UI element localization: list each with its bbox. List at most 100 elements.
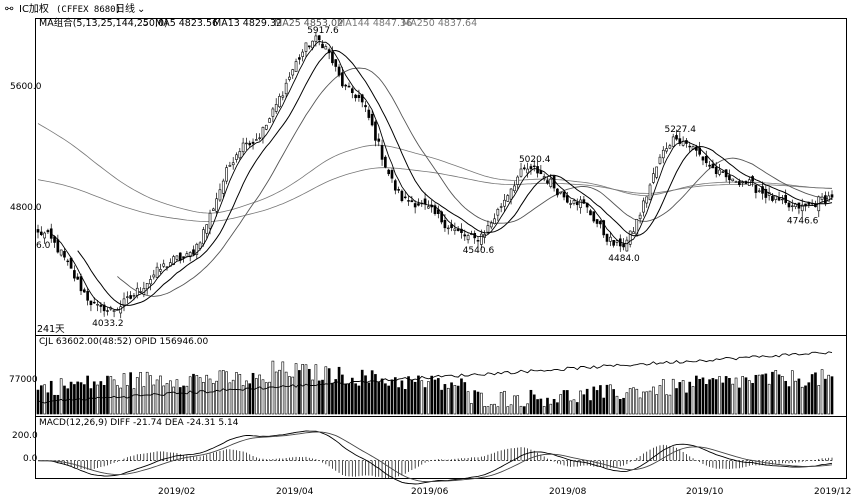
annotation-5227-4: 5227.4	[665, 125, 697, 135]
candle	[453, 228, 457, 231]
candle	[258, 137, 261, 139]
volume-bar	[774, 370, 778, 415]
period-selector[interactable]: 日线	[115, 2, 135, 15]
volume-bar	[53, 394, 56, 415]
volume-bar	[79, 382, 83, 415]
volume-bar	[830, 376, 834, 415]
volume-bar	[251, 372, 255, 415]
candle	[499, 206, 503, 208]
candle	[298, 57, 301, 60]
candle	[615, 240, 619, 243]
volume-bar	[757, 374, 761, 415]
candle	[513, 185, 516, 192]
volume-bar	[797, 378, 801, 415]
candle	[364, 105, 367, 108]
candle	[49, 228, 53, 239]
candle	[526, 168, 529, 174]
candle	[321, 43, 324, 49]
candle	[66, 260, 70, 263]
volume-bar	[374, 374, 377, 415]
candle	[215, 198, 218, 212]
volume-bar	[625, 392, 629, 415]
volume-bar	[255, 378, 258, 415]
volume-bar	[738, 387, 741, 415]
candle	[479, 233, 483, 245]
volume-bar	[456, 385, 460, 415]
volume-bar	[86, 375, 89, 415]
candle	[145, 283, 149, 290]
x-label-2019-04: 2019/04	[276, 487, 314, 497]
candle	[99, 304, 103, 307]
title-bar: ⚯ IC加权 (CFFEX 8680) 日线 ⌄	[5, 2, 145, 15]
candle	[440, 211, 443, 223]
volume-bar	[516, 395, 520, 415]
volume-bar	[228, 382, 232, 415]
candle	[575, 202, 579, 206]
candle	[592, 211, 596, 222]
volume-bar	[420, 380, 424, 415]
ma-legend-title[interactable]: MA组合(5,13,25,144,250,0)	[39, 17, 168, 29]
candle	[175, 255, 179, 260]
volume-panel	[36, 351, 834, 415]
volume-bar	[400, 380, 404, 415]
candle	[757, 190, 761, 192]
x-label-2019-02: 2019/02	[158, 487, 195, 497]
candle	[516, 176, 520, 185]
candle	[638, 214, 642, 220]
volume-bar	[559, 394, 563, 415]
candle	[668, 145, 672, 149]
candle	[546, 180, 549, 184]
volume-bar	[367, 382, 371, 415]
candle	[777, 197, 781, 201]
volume-bar	[473, 390, 477, 415]
candle	[688, 145, 692, 148]
volume-bar	[387, 385, 391, 415]
candle	[741, 181, 745, 184]
volume-bar	[66, 388, 70, 415]
candle	[294, 61, 298, 72]
volume-bar	[599, 385, 602, 415]
candle	[407, 200, 410, 202]
volume-bar	[278, 369, 281, 415]
macd-diff-line	[37, 430, 833, 485]
candle	[648, 184, 652, 200]
candle	[288, 76, 291, 80]
volume-bar	[268, 381, 271, 415]
volume-bar	[235, 372, 238, 415]
candle	[188, 252, 192, 258]
volume-bar	[221, 370, 225, 415]
candle	[820, 196, 824, 200]
candle	[642, 200, 645, 213]
candle	[301, 51, 304, 57]
price-annotations: 5917.6 5227.4 5020.4 4540.6 4484.0 4746.6 4033…	[92, 26, 819, 329]
volume-bar	[116, 385, 119, 415]
volume-bar	[721, 382, 725, 415]
candle	[255, 139, 258, 141]
volume-bar	[430, 375, 434, 415]
candle	[324, 46, 328, 50]
x-axis: 2019/02 2019/04 2019/06 2019/08 2019/10 …	[158, 487, 851, 497]
candle	[212, 208, 215, 211]
volume-bar	[744, 377, 748, 415]
candle	[427, 206, 430, 209]
candle	[671, 136, 675, 147]
volume-bar	[609, 384, 612, 415]
period-caret-icon[interactable]: ⌄	[137, 4, 145, 15]
volume-bar	[526, 403, 529, 415]
volume-bar	[307, 368, 311, 415]
candle	[218, 189, 222, 201]
volume-bar	[192, 373, 195, 415]
candle	[46, 230, 50, 233]
candle	[245, 142, 248, 145]
volume-bar	[92, 381, 96, 415]
candle	[374, 121, 377, 141]
price-panel	[36, 32, 834, 319]
candle	[178, 252, 182, 261]
ma-legend-caret-icon[interactable]: ⌄	[141, 18, 149, 29]
volume-bar	[182, 385, 185, 415]
candle	[410, 200, 414, 203]
volume-bar	[661, 379, 665, 415]
x-label-2019-06: 2019/06	[411, 487, 449, 497]
annotation-4484-0: 4484.0	[608, 254, 640, 264]
